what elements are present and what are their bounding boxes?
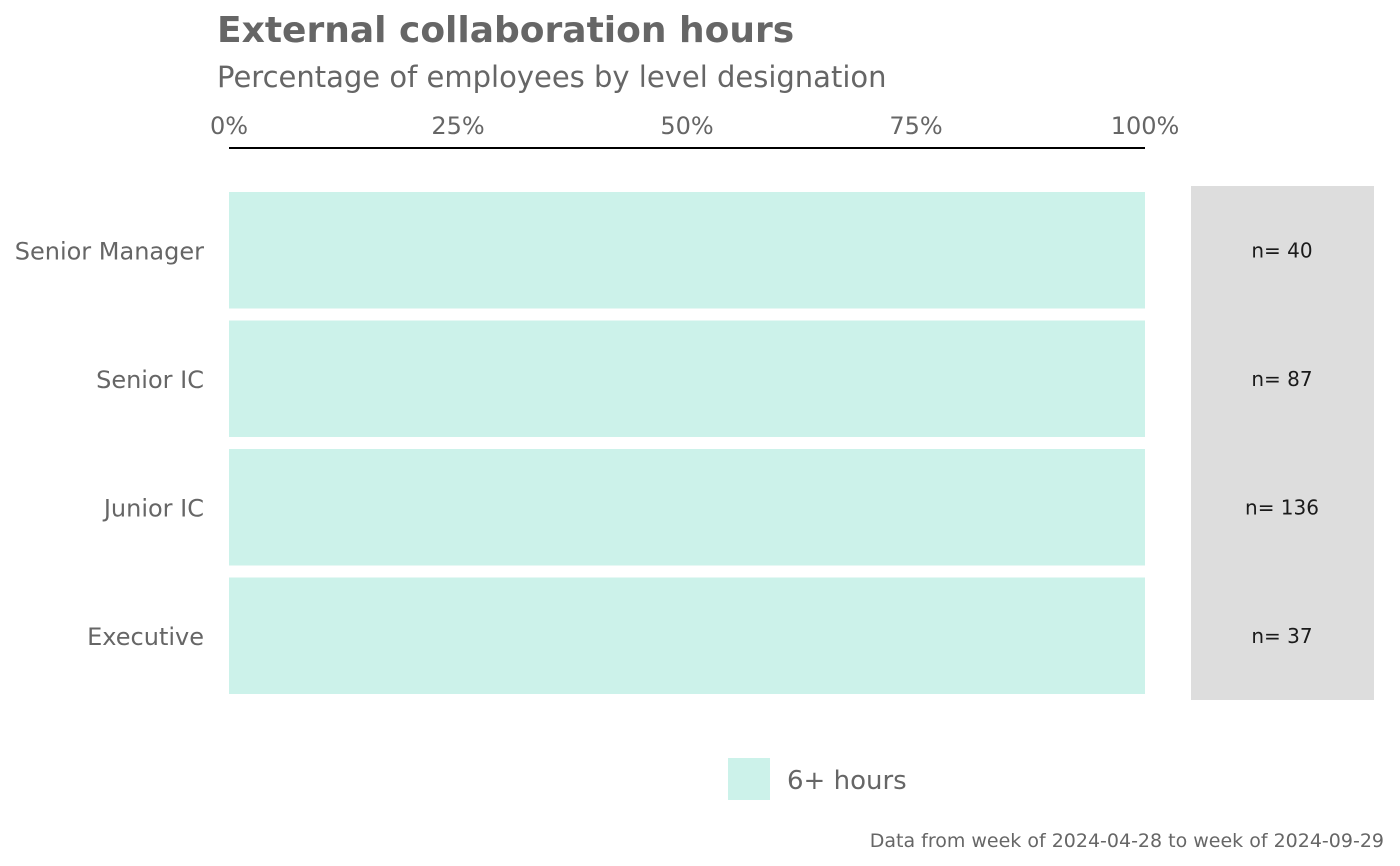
x-tick-label: 25% <box>431 112 484 140</box>
bar <box>229 577 1145 694</box>
x-tick-label: 0% <box>210 112 248 140</box>
x-tick-label: 100% <box>1111 112 1180 140</box>
count-panel <box>1191 186 1374 700</box>
bars-group <box>229 192 1145 694</box>
y-category-label: Junior IC <box>102 494 204 522</box>
count-label: n= 40 <box>1251 238 1312 262</box>
y-category-label: Senior Manager <box>15 237 204 265</box>
bar <box>229 192 1145 309</box>
count-label: n= 136 <box>1245 495 1319 519</box>
count-label: n= 37 <box>1251 624 1312 648</box>
legend: 6+ hours <box>728 758 907 800</box>
y-axis-labels: Senior Manager Senior IC Junior IC Executiv… <box>15 237 204 651</box>
y-category-label: Executive <box>87 623 204 651</box>
bar <box>229 320 1145 437</box>
x-tick-label: 50% <box>660 112 713 140</box>
y-category-label: Senior IC <box>96 366 204 394</box>
legend-label: 6+ hours <box>787 766 907 796</box>
x-axis: 0% 25% 50% 75% 100% <box>210 112 1180 149</box>
chart-caption: Data from week of 2024-04-28 to week of … <box>870 830 1384 852</box>
bar <box>229 449 1145 566</box>
legend-swatch <box>728 758 770 800</box>
x-tick-label: 75% <box>889 112 942 140</box>
count-label: n= 87 <box>1251 367 1312 391</box>
chart-title: External collaboration hours <box>217 10 794 51</box>
chart-subtitle: Percentage of employees by level designa… <box>217 60 887 94</box>
count-labels: n= 40 n= 87 n= 136 n= 37 <box>1245 238 1319 648</box>
